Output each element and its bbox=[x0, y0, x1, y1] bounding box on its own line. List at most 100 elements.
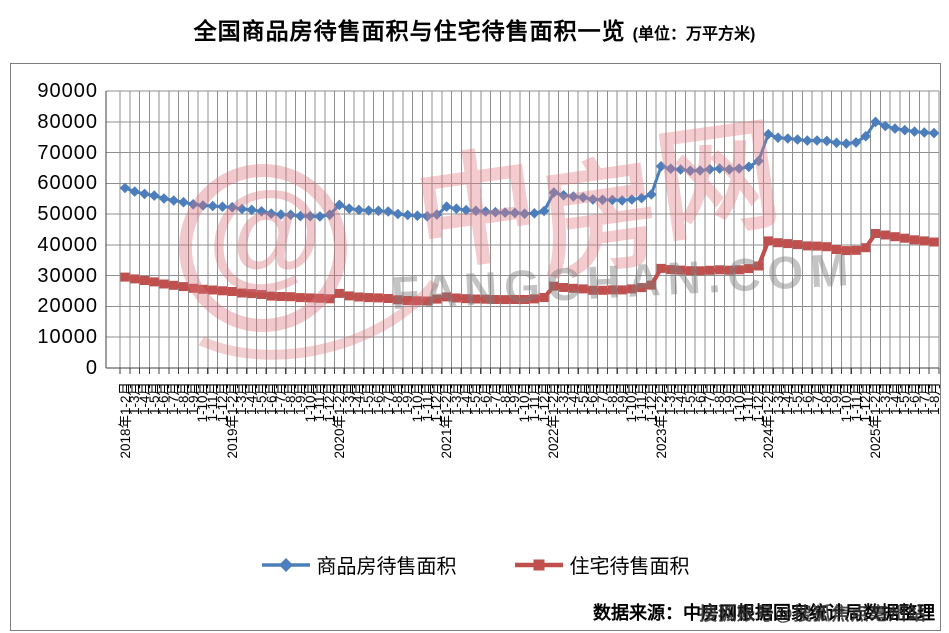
diamond-marker-icon bbox=[509, 207, 521, 219]
square-marker-icon bbox=[179, 282, 188, 292]
legend-label: 商品房待售面积 bbox=[316, 556, 457, 578]
square-marker-icon bbox=[120, 272, 130, 282]
square-marker-icon bbox=[617, 285, 627, 295]
chart-title-text: 全国商品房待售面积与住宅待售面积一览 bbox=[193, 18, 626, 44]
square-marker-icon bbox=[266, 291, 276, 301]
square-marker-icon bbox=[549, 281, 559, 291]
diamond-marker-icon bbox=[139, 188, 150, 200]
square-marker-icon bbox=[344, 291, 354, 301]
square-marker-icon bbox=[461, 294, 471, 304]
diamond-marker-icon bbox=[421, 211, 433, 222]
diamond-marker-icon bbox=[860, 130, 872, 142]
diamond-marker-icon bbox=[363, 205, 374, 216]
square-marker-icon bbox=[851, 245, 861, 255]
square-marker-icon bbox=[373, 293, 383, 303]
square-marker-icon bbox=[218, 286, 227, 296]
diamond-marker-icon bbox=[343, 203, 355, 214]
diamond-marker-icon bbox=[772, 132, 784, 143]
diamond-marker-icon bbox=[217, 201, 228, 212]
diamond-marker-icon bbox=[850, 137, 862, 148]
square-marker-icon bbox=[325, 294, 335, 304]
diamond-marker-icon bbox=[763, 128, 774, 140]
square-marker-icon bbox=[130, 274, 140, 284]
square-marker-icon bbox=[247, 289, 257, 299]
diamond-marker-icon bbox=[460, 204, 472, 216]
square-marker-icon bbox=[627, 284, 637, 294]
diamond-marker-icon bbox=[704, 164, 716, 175]
diamond-marker-icon bbox=[636, 192, 647, 204]
diamond-marker-icon bbox=[304, 210, 316, 222]
diamond-legend-marker-icon bbox=[261, 557, 310, 572]
square-marker-icon bbox=[832, 245, 841, 254]
y-tick-label: 80000 bbox=[37, 110, 98, 133]
diamond-marker-icon bbox=[841, 138, 852, 149]
diamond-marker-icon bbox=[373, 205, 384, 217]
diamond-marker-icon bbox=[919, 127, 930, 138]
series-商品房待售面积 bbox=[119, 116, 940, 222]
diamond-marker-icon bbox=[831, 137, 842, 149]
square-marker-icon bbox=[559, 283, 569, 292]
square-marker-icon bbox=[676, 265, 686, 275]
diamond-marker-icon bbox=[226, 201, 238, 213]
diamond-marker-icon bbox=[187, 199, 199, 210]
diamond-marker-icon bbox=[626, 194, 638, 205]
square-marker-icon bbox=[412, 296, 422, 306]
diamond-marker-icon bbox=[129, 186, 140, 197]
legend-item: 住宅待售面积 bbox=[514, 550, 690, 579]
square-marker-icon bbox=[910, 235, 919, 245]
square-marker-icon bbox=[149, 277, 159, 287]
diamond-marker-icon bbox=[178, 196, 189, 208]
square-marker-icon bbox=[227, 287, 237, 296]
square-marker-icon bbox=[276, 292, 286, 301]
chart-title: 全国商品房待售面积与住宅待售面积一览 (单位：万平方米) bbox=[0, 12, 949, 46]
diamond-marker-icon bbox=[889, 123, 901, 134]
square-legend-marker-icon bbox=[514, 559, 563, 570]
square-marker-icon bbox=[578, 284, 588, 294]
square-marker-icon bbox=[783, 239, 793, 249]
square-marker-icon bbox=[695, 266, 705, 276]
diamond-marker-icon bbox=[733, 163, 745, 174]
diamond-marker-icon bbox=[646, 189, 657, 200]
diamond-marker-icon bbox=[314, 211, 326, 222]
square-marker-icon bbox=[169, 280, 179, 290]
square-marker-icon bbox=[871, 229, 880, 238]
diamond-marker-icon bbox=[665, 163, 677, 174]
square-marker-icon bbox=[159, 279, 169, 289]
square-marker-icon bbox=[822, 242, 832, 252]
diamond-marker-icon bbox=[119, 182, 131, 194]
diamond-marker-icon bbox=[324, 209, 335, 220]
diamond-marker-icon bbox=[558, 190, 569, 201]
square-marker-icon bbox=[656, 263, 666, 273]
diamond-marker-icon bbox=[382, 206, 394, 217]
square-marker-icon bbox=[734, 265, 744, 275]
diamond-marker-icon bbox=[148, 190, 160, 201]
square-marker-icon bbox=[763, 236, 773, 246]
legend-label: 住宅待售面积 bbox=[569, 556, 690, 578]
square-marker-icon bbox=[237, 288, 247, 298]
square-marker-icon bbox=[354, 292, 364, 302]
diamond-marker-icon bbox=[880, 120, 891, 132]
square-marker-icon bbox=[334, 288, 344, 298]
square-marker-icon bbox=[646, 280, 656, 290]
square-marker-icon bbox=[451, 293, 461, 303]
diamond-marker-icon bbox=[256, 206, 267, 217]
y-tick-label: 50000 bbox=[37, 203, 98, 226]
legend-item: 商品房待售面积 bbox=[261, 550, 457, 579]
square-marker-icon bbox=[529, 294, 539, 304]
diamond-marker-icon bbox=[197, 200, 209, 211]
diamond-marker-icon bbox=[402, 209, 413, 221]
square-marker-icon bbox=[598, 285, 608, 295]
diamond-marker-icon bbox=[607, 194, 618, 206]
diamond-marker-icon bbox=[685, 165, 696, 176]
diamond-marker-icon bbox=[236, 203, 248, 215]
x-tick-label: 1-8月 bbox=[926, 382, 942, 416]
square-marker-icon bbox=[588, 285, 598, 295]
diamond-marker-icon bbox=[285, 209, 296, 221]
square-marker-icon bbox=[520, 295, 530, 304]
diamond-marker-icon bbox=[724, 164, 735, 175]
diamond-marker-icon bbox=[431, 209, 443, 220]
square-marker-icon bbox=[666, 265, 676, 275]
diamond-marker-icon bbox=[168, 195, 179, 206]
square-marker-icon bbox=[773, 238, 783, 248]
